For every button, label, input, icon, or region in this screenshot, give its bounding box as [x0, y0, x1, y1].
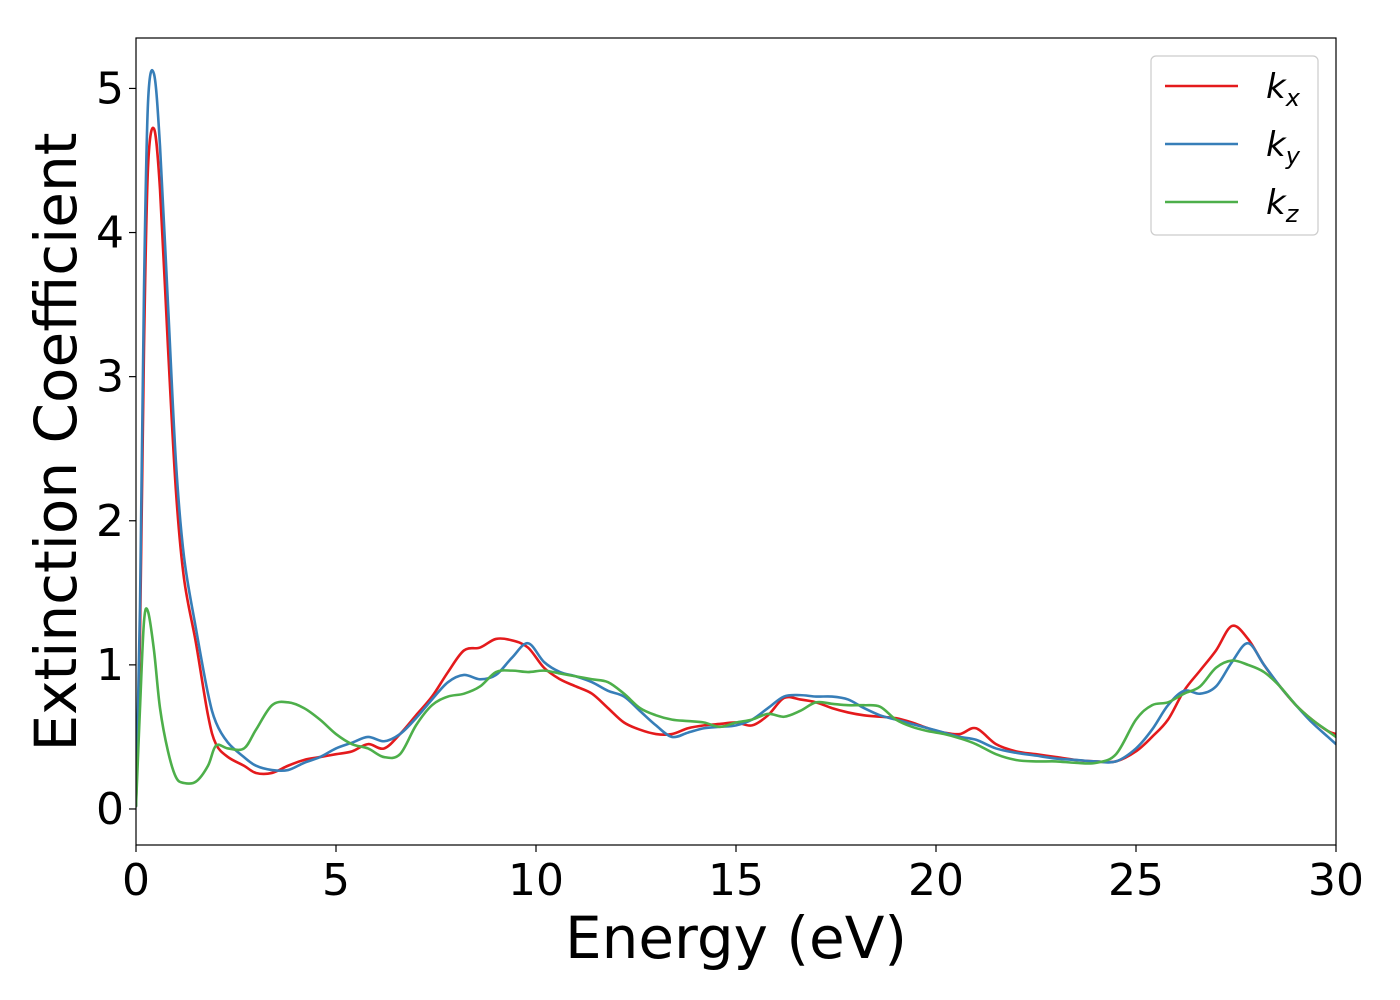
legend-label-ky: ky	[1266, 125, 1301, 170]
legend-label-base: k	[1266, 183, 1287, 223]
x-tick-label: 25	[1108, 855, 1164, 906]
series-line-kz	[136, 607, 1336, 808]
y-axis-title: Extinction Coefficient	[22, 133, 90, 752]
x-axis-title: Energy (eV)	[565, 904, 907, 972]
series-layer	[136, 69, 1336, 808]
y-tick-label: 5	[96, 63, 124, 114]
x-tick-label: 5	[322, 855, 350, 906]
y-tick-label: 3	[96, 352, 124, 403]
x-tick-label: 10	[508, 855, 564, 906]
x-tick-label: 30	[1308, 855, 1364, 906]
x-tick-label: 15	[708, 855, 764, 906]
x-tick-label: 20	[908, 855, 964, 906]
legend-box	[1150, 55, 1319, 236]
legend-label-base: k	[1266, 125, 1287, 165]
y-tick-label: 1	[96, 640, 124, 691]
legend-label-subscript: x	[1285, 84, 1301, 112]
series-line-ky	[136, 69, 1336, 808]
y-tick-label: 0	[96, 784, 124, 835]
legend-label-subscript: z	[1285, 200, 1300, 228]
x-axis-ticks: 0 5 10 15 20 25 30	[122, 845, 1364, 906]
legend-label-kx: kx	[1266, 67, 1301, 112]
y-axis-ticks: 0 1 2 3 4 5	[96, 63, 136, 835]
legend-label-subscript: y	[1285, 142, 1301, 170]
x-tick-label: 0	[122, 855, 150, 906]
y-tick-label: 2	[96, 496, 124, 547]
legend-label-kz: kz	[1266, 183, 1300, 228]
legend-label-base: k	[1266, 67, 1287, 107]
y-tick-label: 4	[96, 208, 124, 259]
